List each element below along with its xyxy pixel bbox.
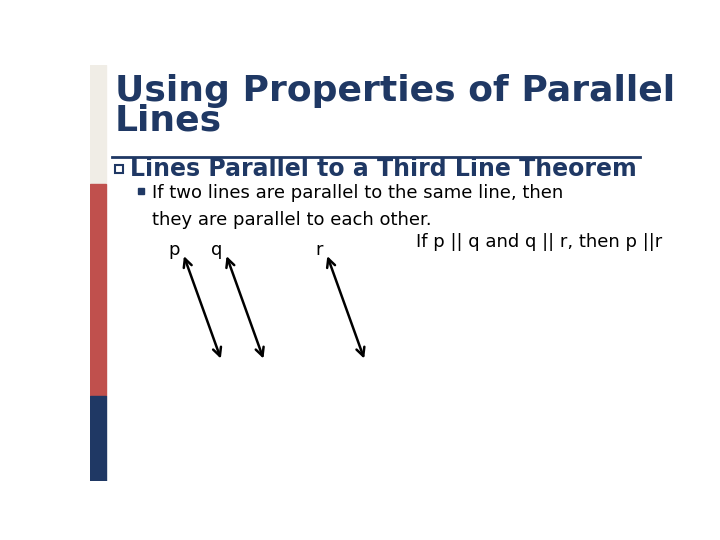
Bar [114,165,122,173]
Bar [90,396,106,481]
Bar [90,184,106,396]
Bar [138,188,144,194]
Text: r: r [316,241,323,259]
Bar [90,65,106,184]
Text: p: p [168,241,180,259]
Text: If two lines are parallel to the same line, then
they are parallel to each other: If two lines are parallel to the same li… [152,184,563,228]
Text: Lines: Lines [114,103,222,137]
Text: If p || q and q || r, then p ||r: If p || q and q || r, then p ||r [415,233,662,251]
Text: Using Properties of Parallel: Using Properties of Parallel [114,74,675,108]
Text: Lines Parallel to a Third Line Theorem: Lines Parallel to a Third Line Theorem [130,157,637,181]
Text: q: q [211,241,222,259]
